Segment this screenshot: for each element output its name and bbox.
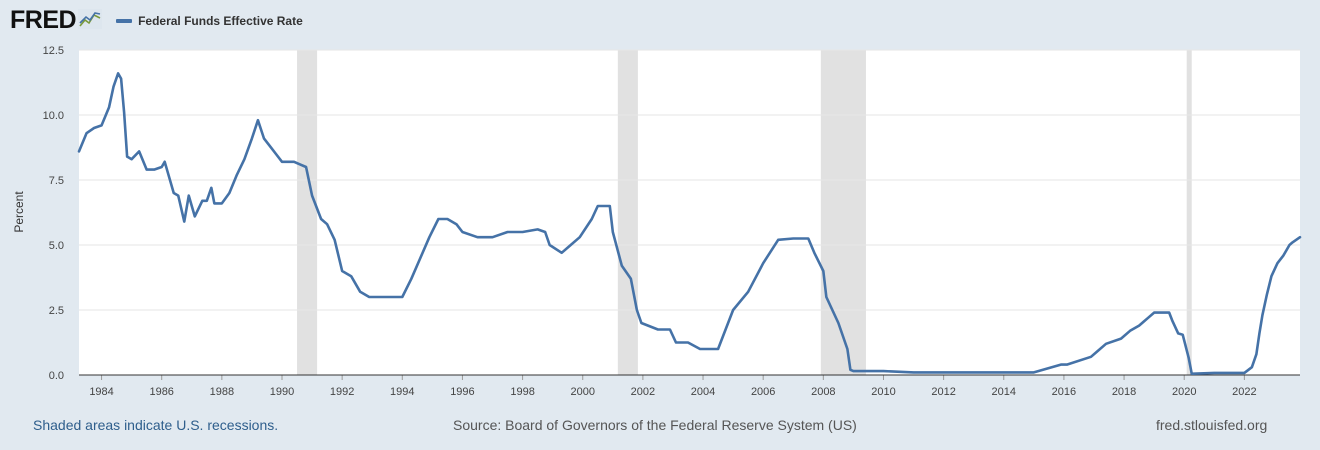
x-tick-label: 2000 xyxy=(570,386,594,398)
source-note: Source: Board of Governors of the Federa… xyxy=(453,417,857,433)
y-axis-label: Percent xyxy=(12,191,26,233)
y-tick-label: 5.0 xyxy=(49,240,64,252)
x-tick-label: 2016 xyxy=(1052,386,1076,398)
series-line[interactable] xyxy=(77,72,1302,376)
x-tick-label: 2012 xyxy=(931,386,955,398)
legend-swatch xyxy=(116,18,133,23)
legend-item[interactable]: Federal Funds Effective Rate xyxy=(116,14,303,28)
website-link[interactable]: fred.stlouisfed.org xyxy=(1156,417,1268,433)
y-tick-label: 0.0 xyxy=(49,370,64,382)
x-tick-label: 1994 xyxy=(390,386,414,398)
x-tick-label: 2008 xyxy=(811,386,835,398)
x-tick-label: 1986 xyxy=(149,386,173,398)
recession-shading xyxy=(297,50,1192,375)
x-tick-label: 2004 xyxy=(691,386,715,398)
series-group xyxy=(77,72,1302,376)
chart-header: FRED Federal Funds Effective Rate xyxy=(10,6,303,34)
x-tick-label: 1992 xyxy=(330,386,354,398)
x-axis-ticks: 1984 1986 1988 1990 1992 1994 1996 1998 2000 2002… xyxy=(79,374,1300,398)
recession-band xyxy=(820,50,866,375)
x-tick-label: 2018 xyxy=(1112,386,1136,398)
y-tick-label: 10.0 xyxy=(43,110,64,122)
x-tick-label: 2020 xyxy=(1172,386,1196,398)
recession-band xyxy=(617,50,638,375)
x-tick-label: 2002 xyxy=(631,386,655,398)
x-tick-label: 2010 xyxy=(871,386,895,398)
recession-band xyxy=(1186,50,1192,375)
y-axis-ticks: 0.0 2.5 5.0 7.5 10.0 12.5 xyxy=(43,45,64,382)
chart-line-icon xyxy=(78,8,103,34)
x-tick-label: 2006 xyxy=(751,386,775,398)
y-tick-label: 2.5 xyxy=(49,305,64,317)
x-tick-label: 2022 xyxy=(1232,386,1256,398)
fred-logo[interactable]: FRED xyxy=(10,5,77,34)
recession-band xyxy=(297,50,318,375)
x-tick-label: 1996 xyxy=(450,386,474,398)
x-tick-label: 2014 xyxy=(992,386,1016,398)
plot-area xyxy=(79,50,1300,375)
recession-note: Shaded areas indicate U.S. recessions. xyxy=(33,417,279,433)
x-tick-label: 1990 xyxy=(270,386,294,398)
legend-label: Federal Funds Effective Rate xyxy=(138,13,303,28)
y-tick-label: 12.5 xyxy=(43,45,64,57)
gridlines xyxy=(79,49,1300,311)
x-tick-label: 1998 xyxy=(510,386,534,398)
x-tick-label: 1984 xyxy=(89,386,113,398)
x-tick-label: 1988 xyxy=(210,386,234,398)
y-tick-label: 7.5 xyxy=(49,175,64,187)
line-chart[interactable]: 0.0 2.5 5.0 7.5 10.0 12.5 1984 1986 1988 1990 199… xyxy=(0,0,1320,400)
